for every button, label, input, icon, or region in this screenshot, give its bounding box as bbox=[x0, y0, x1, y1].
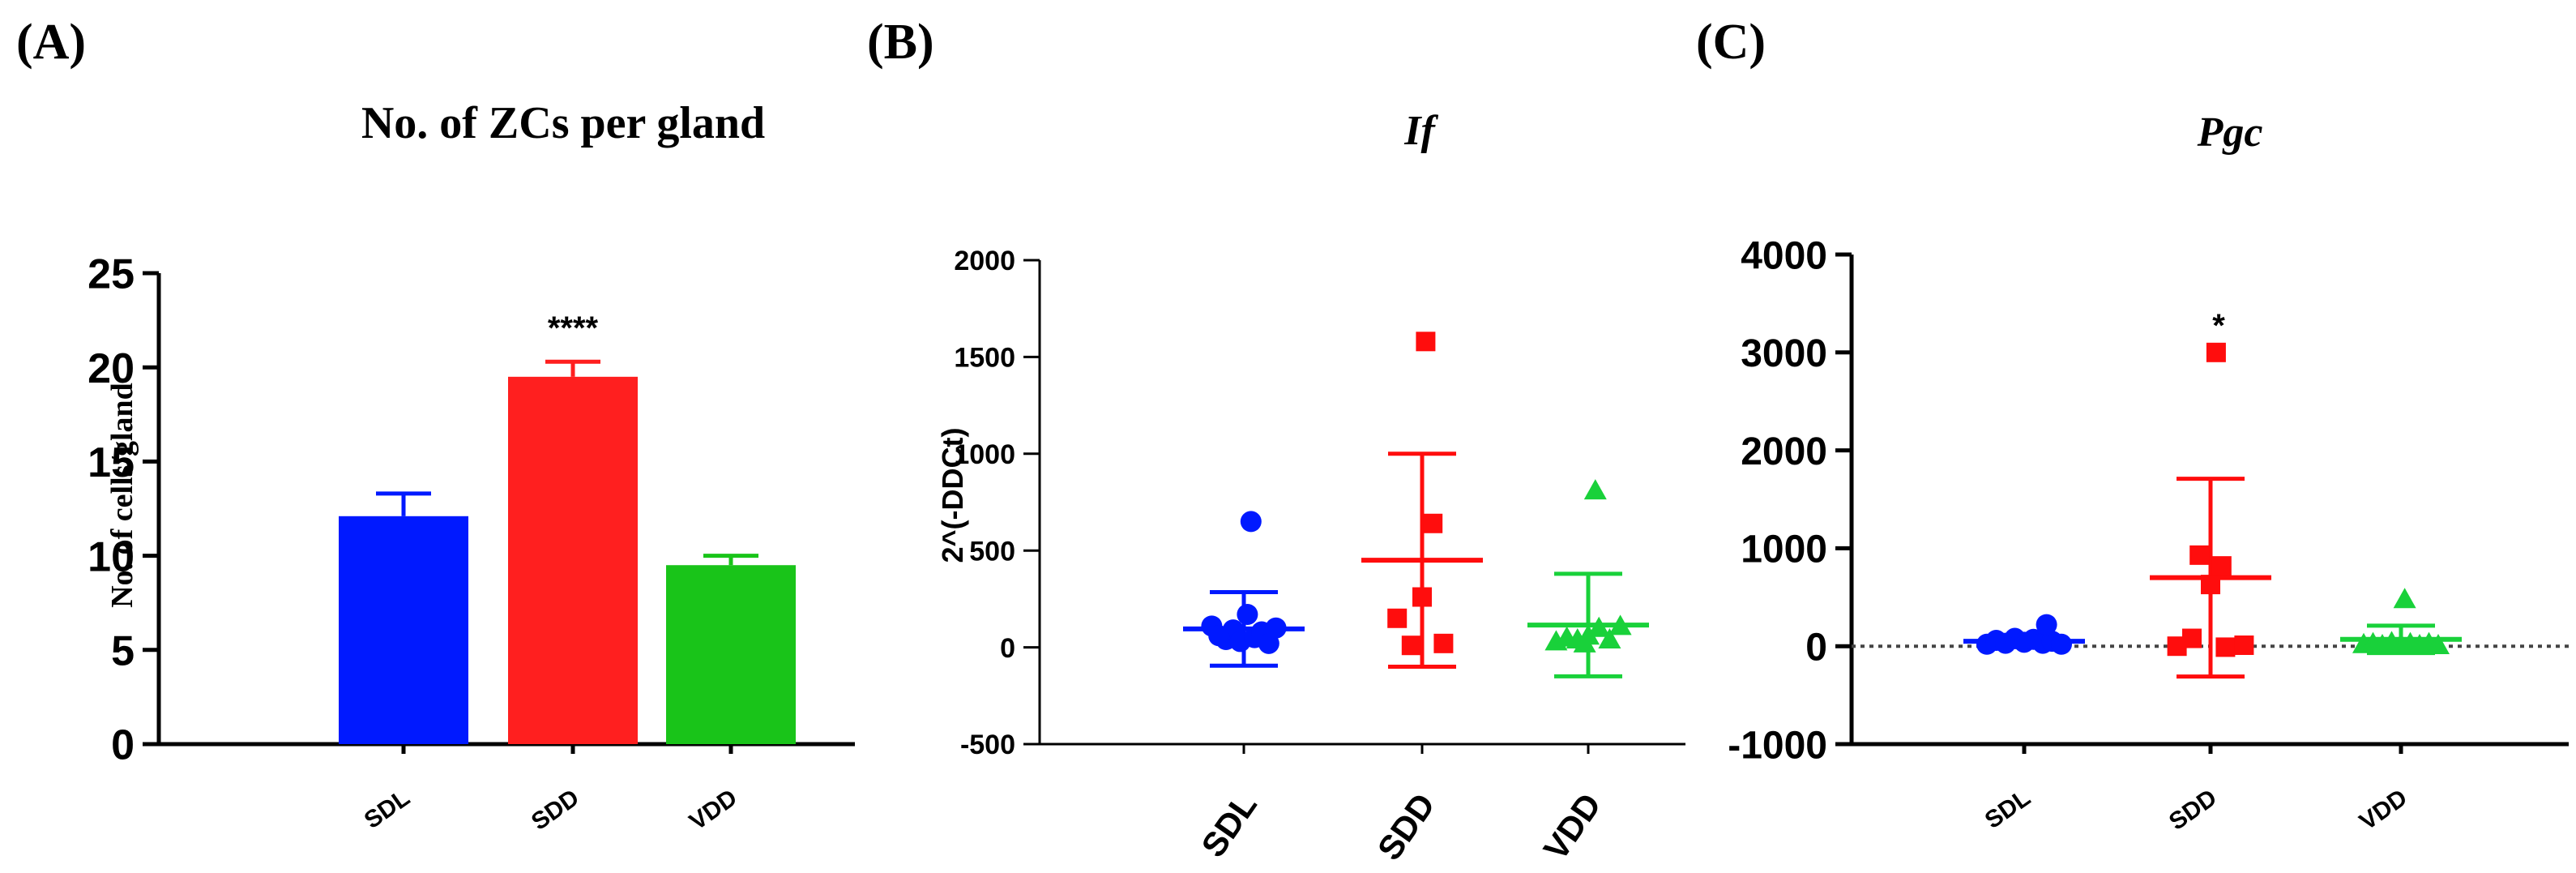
x-category-label: SDL bbox=[360, 785, 415, 834]
data-point bbox=[1423, 513, 1443, 533]
data-point bbox=[2393, 588, 2416, 609]
data-point bbox=[1573, 631, 1596, 653]
data-point bbox=[2036, 614, 2057, 635]
y-tick-label: 25 bbox=[88, 251, 135, 298]
y-tick-label: 15 bbox=[88, 439, 135, 486]
y-tick-label: 1000 bbox=[1741, 529, 1827, 571]
y-tick-label: -1000 bbox=[1728, 724, 1827, 767]
y-tick-label: 4000 bbox=[1741, 234, 1827, 277]
data-point bbox=[2051, 633, 2072, 655]
x-category-label: SDD bbox=[527, 785, 584, 836]
bar bbox=[666, 565, 796, 744]
y-tick-label: 5 bbox=[111, 628, 135, 675]
data-point bbox=[2189, 545, 2210, 565]
data-point bbox=[1401, 635, 1421, 656]
data-point bbox=[2427, 633, 2450, 654]
significance-label: **** bbox=[548, 310, 599, 346]
data-point bbox=[1598, 628, 1621, 649]
chart-b-ylabel: 2^(-DDCt) bbox=[936, 428, 969, 563]
chart-c-title: Pgc bbox=[2197, 109, 2263, 156]
bar bbox=[339, 516, 468, 744]
data-point bbox=[1433, 633, 1454, 653]
data-point bbox=[1583, 479, 1607, 500]
y-tick-label: 1500 bbox=[954, 343, 1015, 374]
x-category-label: SDD bbox=[1370, 786, 1442, 867]
chart-b: -500 0 500 1000 1500 2000 SDL SDD VDD bbox=[954, 246, 1685, 867]
x-category-label: VDD bbox=[2355, 785, 2412, 836]
y-tick-label: -500 bbox=[960, 730, 1015, 760]
y-tick-label: 20 bbox=[88, 345, 135, 392]
chart-c: -1000 0 1000 2000 3000 4000 SDL SDD VDD * bbox=[1728, 234, 2569, 836]
y-tick-label: 10 bbox=[88, 533, 135, 580]
data-point bbox=[1412, 587, 1432, 607]
data-point bbox=[1587, 616, 1611, 637]
data-point bbox=[2182, 628, 2202, 648]
significance-label: * bbox=[2212, 308, 2225, 344]
chart-a-ylabel: No. of cells/gland bbox=[105, 383, 139, 608]
data-point bbox=[1240, 511, 1262, 533]
y-tick-label: 3000 bbox=[1741, 332, 1827, 375]
y-tick-label: 2000 bbox=[954, 246, 1015, 276]
y-tick-label: 0 bbox=[1000, 633, 1015, 664]
y-tick-label: 0 bbox=[111, 722, 135, 769]
chart-b-title: If bbox=[1403, 108, 1438, 154]
data-point bbox=[2215, 637, 2236, 657]
y-tick-label: 2000 bbox=[1741, 430, 1827, 473]
chart-a: 0 5 10 15 20 25 SDL SDD VDD **** bbox=[88, 251, 855, 836]
data-point bbox=[2211, 556, 2232, 576]
chart-a-title: No. of ZCs per gland bbox=[361, 98, 765, 148]
bar bbox=[508, 376, 638, 744]
data-point bbox=[1237, 604, 1258, 626]
y-tick-label: 1000 bbox=[954, 439, 1015, 470]
data-point bbox=[2201, 575, 2220, 595]
data-point bbox=[1208, 625, 1230, 647]
data-point bbox=[1265, 617, 1287, 639]
x-category-label: SDL bbox=[1980, 785, 2036, 834]
x-category-label: VDD bbox=[1536, 786, 1608, 867]
panel-label-b: (B) bbox=[867, 15, 934, 70]
y-tick-label: 0 bbox=[1805, 626, 1827, 669]
data-point bbox=[2234, 635, 2254, 655]
data-point bbox=[1608, 614, 1632, 635]
data-point bbox=[1387, 608, 1408, 628]
panel-label-a: (A) bbox=[16, 15, 86, 70]
x-category-label: SDD bbox=[2164, 785, 2222, 836]
x-category-label: SDL bbox=[1194, 786, 1264, 864]
data-point bbox=[1416, 332, 1436, 352]
data-point bbox=[2206, 342, 2226, 362]
x-category-label: VDD bbox=[685, 785, 742, 836]
panel-label-c: (C) bbox=[1696, 15, 1766, 70]
y-tick-label: 500 bbox=[969, 536, 1015, 567]
